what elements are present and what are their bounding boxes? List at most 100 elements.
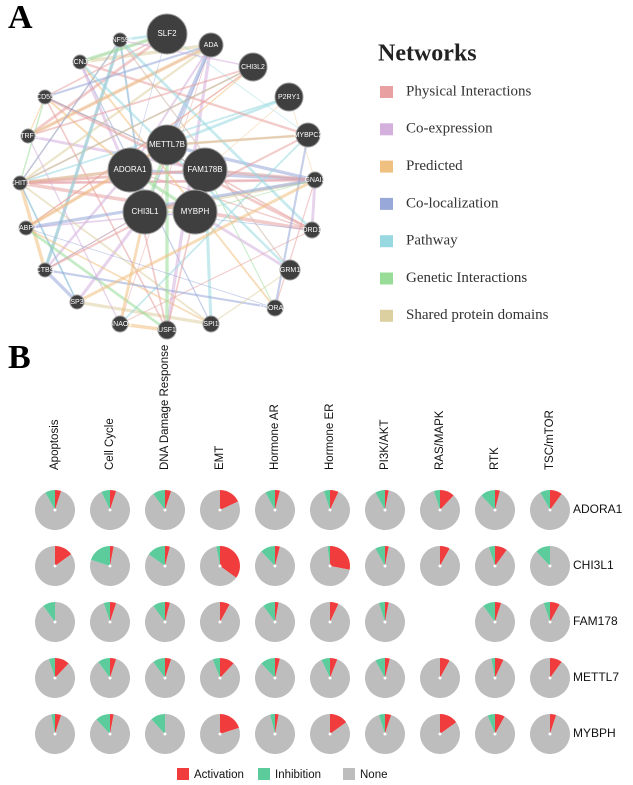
pie-slice xyxy=(263,602,275,622)
pie-center xyxy=(218,732,222,736)
pie-slice xyxy=(220,602,230,622)
node-label: MYBPH xyxy=(181,207,210,216)
pie-slice xyxy=(275,714,279,734)
pie-slice xyxy=(153,490,165,510)
legend-label: Genetic Interactions xyxy=(406,270,527,286)
column-label: RTK xyxy=(489,447,501,470)
pie-center xyxy=(493,620,497,624)
column-label: Apoptosis xyxy=(49,419,61,470)
legend-label: Inhibition xyxy=(275,769,321,781)
pie-slice xyxy=(275,546,280,566)
pie-center xyxy=(163,676,167,680)
node xyxy=(198,32,224,58)
pie-center xyxy=(383,508,387,512)
pie-center xyxy=(328,564,332,568)
pie-slice xyxy=(330,658,338,678)
pie-center xyxy=(383,620,387,624)
pie-slice xyxy=(275,602,279,622)
pie-slice xyxy=(165,546,170,566)
node xyxy=(295,122,321,148)
edge xyxy=(273,134,310,309)
node-label: GNAI3 xyxy=(304,177,325,184)
edge xyxy=(76,178,316,304)
pie-slice xyxy=(330,490,339,510)
pie-slice xyxy=(327,546,330,566)
row-label: FAM178 xyxy=(573,614,618,628)
pie-slice xyxy=(495,714,505,734)
pie-center xyxy=(273,564,277,568)
edge xyxy=(44,95,313,232)
pie-center xyxy=(548,508,552,512)
pie-center xyxy=(383,676,387,680)
pie-slice xyxy=(550,658,562,678)
pie-slice xyxy=(495,490,500,510)
pie-slice xyxy=(51,714,55,734)
node xyxy=(146,13,188,55)
pie-center xyxy=(493,676,497,680)
node xyxy=(18,220,34,236)
pie-slice xyxy=(220,490,239,510)
pie-slice xyxy=(540,490,550,510)
legend-label: Co-localization xyxy=(406,195,499,211)
node xyxy=(266,299,284,317)
legend-swatch xyxy=(380,309,393,322)
pie-center xyxy=(108,564,112,568)
edge xyxy=(119,229,313,325)
edge xyxy=(25,66,254,229)
pie-slice xyxy=(55,546,72,566)
node xyxy=(306,171,324,189)
pie-slice xyxy=(385,602,389,622)
column-label: EMT xyxy=(214,446,226,470)
node-label: USF1 xyxy=(158,327,176,334)
column-label: TSC/mTOR xyxy=(544,410,556,470)
pie-slice xyxy=(261,546,275,566)
node xyxy=(202,315,220,333)
legend-swatch xyxy=(177,768,189,780)
legend-swatch xyxy=(380,123,393,136)
node xyxy=(69,294,85,310)
edge xyxy=(129,33,168,171)
node-label: P2RY1 xyxy=(278,94,300,101)
edge xyxy=(27,135,121,325)
pie-slice xyxy=(440,546,450,566)
edge xyxy=(25,227,276,309)
pie-center xyxy=(218,620,222,624)
node xyxy=(238,52,268,82)
pie-center xyxy=(273,676,277,680)
pie-slice xyxy=(330,714,347,734)
column-label: PI3K/AKT xyxy=(379,420,391,471)
network-edges xyxy=(18,32,317,332)
pie-slice xyxy=(110,658,117,678)
pie-slice xyxy=(550,714,557,734)
pie-slice xyxy=(433,490,440,510)
node-label: MTRF1L xyxy=(14,133,41,140)
node xyxy=(37,262,53,278)
edge xyxy=(27,66,254,137)
row-label: ADORA1 xyxy=(573,502,623,516)
pie-center xyxy=(548,564,552,568)
row-label: MYBPH xyxy=(573,726,616,740)
pie-slice xyxy=(378,602,385,622)
pie-slice xyxy=(103,602,110,622)
pie-slice xyxy=(153,658,165,678)
node-label: CD55 xyxy=(36,94,54,101)
edge xyxy=(25,178,316,230)
pie-center xyxy=(383,564,387,568)
edge xyxy=(79,61,276,309)
pie-slice xyxy=(165,658,172,678)
pie-slice xyxy=(110,714,114,734)
node xyxy=(172,189,218,235)
pie-slice xyxy=(220,546,240,578)
pie-slice xyxy=(220,658,234,678)
node-label: FABP7 xyxy=(15,225,37,232)
node xyxy=(157,320,177,340)
legend-label: Physical Interactions xyxy=(406,83,532,99)
pie-center xyxy=(328,732,332,736)
legend-swatch xyxy=(380,160,393,173)
pie-center xyxy=(328,676,332,680)
node xyxy=(20,128,36,144)
pie-slice xyxy=(385,490,389,510)
node-label: SP3 xyxy=(70,299,83,306)
legend-swatch xyxy=(343,768,355,780)
